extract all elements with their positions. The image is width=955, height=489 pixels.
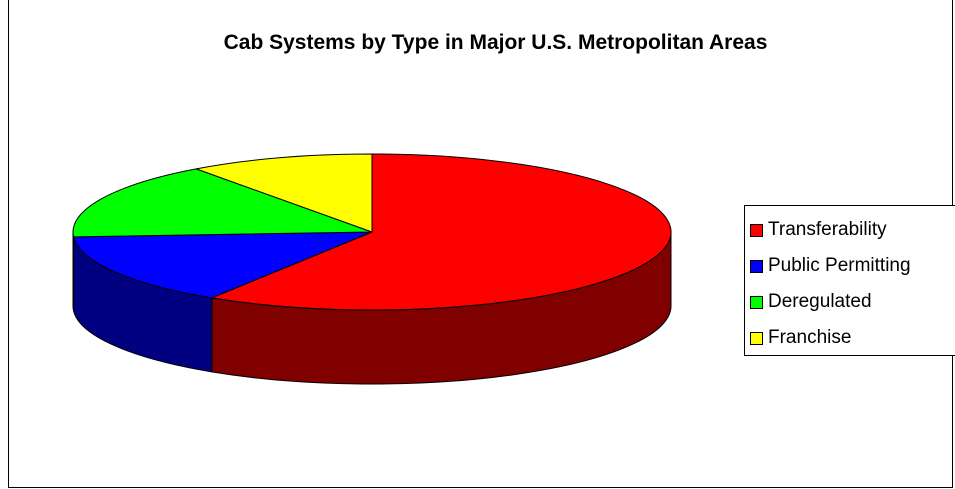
legend-label-transferability: Transferability (768, 219, 887, 240)
legend-label-franchise: Franchise (768, 327, 852, 348)
pie-chart (72, 153, 672, 385)
legend: Transferability Public Permitting Deregula… (744, 205, 955, 356)
legend-swatch-franchise (750, 331, 763, 345)
pie-side-deregulated (72, 231, 75, 312)
legend-swatch-transferability (750, 223, 763, 237)
legend-swatch-deregulated (750, 295, 763, 309)
chart-title: Cab Systems by Type in Major U.S. Metrop… (223, 31, 768, 54)
pie-slice-franchise (195, 153, 373, 233)
legend-item-public-permitting: Public Permitting (750, 248, 955, 284)
pie-slice-deregulated (72, 168, 373, 238)
legend-item-transferability: Transferability (750, 212, 955, 248)
legend-label-public-permitting: Public Permitting (768, 255, 911, 276)
legend-item-franchise: Franchise (750, 320, 955, 356)
legend-item-deregulated: Deregulated (750, 284, 955, 320)
chart-frame: Cab Systems by Type in Major U.S. Metrop… (8, 0, 955, 488)
pie-slice-public-permitting (73, 231, 373, 299)
pie-slice-transferability (211, 153, 672, 311)
legend-swatch-public-permitting (750, 259, 763, 273)
legend-label-deregulated: Deregulated (768, 291, 872, 312)
